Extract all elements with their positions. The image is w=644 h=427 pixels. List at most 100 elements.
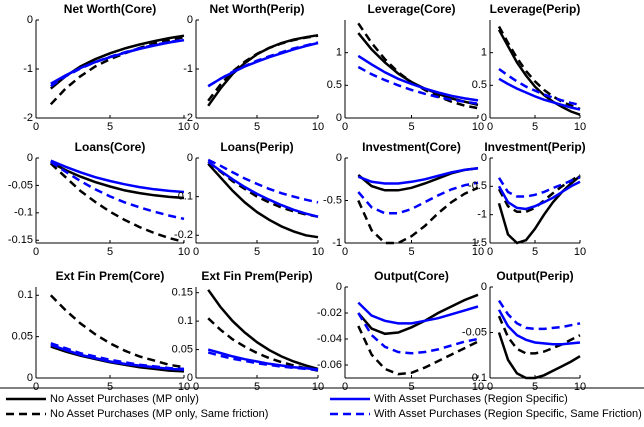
y-tick-label: 0.5: [472, 79, 487, 91]
x-tick-label: 5: [107, 381, 113, 393]
y-tick-label: 0.05: [12, 331, 33, 343]
y-tick-label: 0.1: [18, 289, 33, 301]
x-tick-label: 5: [254, 381, 260, 393]
y-tick-label: -1: [477, 209, 487, 221]
y-tick-label: -0.1: [14, 207, 33, 219]
x-tick-label: 0: [487, 246, 493, 258]
x-tick-label: 5: [408, 121, 414, 133]
x-tick-label: 10: [472, 246, 484, 258]
y-tick-label: -0.2: [174, 229, 193, 241]
series-line: [357, 54, 479, 102]
x-tick-label: 10: [312, 121, 324, 133]
series-line: [497, 332, 581, 380]
series-line: [357, 32, 479, 107]
series-line: [498, 77, 581, 111]
x-tick-label: 5: [408, 246, 414, 258]
y-tick-label: 0: [187, 372, 193, 384]
panel-title: Loans(Perip): [220, 140, 293, 154]
series-line: [49, 162, 185, 244]
y-tick-label: 0: [481, 112, 487, 124]
series-line: [207, 289, 319, 371]
y-tick-label: 0.5: [327, 79, 342, 91]
legend-label: No Asset Purchases (MP only, Same fricti…: [50, 408, 268, 420]
series-line: [497, 25, 581, 111]
x-tick-label: 5: [532, 381, 538, 393]
series-line: [50, 160, 185, 221]
y-tick-label: 0.05: [172, 343, 193, 355]
y-tick-label: 0: [187, 152, 193, 164]
series-line: [50, 159, 185, 194]
x-tick-label: 5: [532, 121, 538, 133]
panel-title: Investment(Core): [362, 140, 461, 154]
series-line: [50, 343, 185, 371]
series-line: [357, 22, 479, 110]
series-line: [207, 160, 319, 218]
y-tick-label: 0: [336, 112, 342, 124]
series-line: [49, 35, 185, 106]
series-line: [357, 293, 479, 336]
x-tick-label: 0: [33, 246, 39, 258]
y-tick-label: -0.06: [317, 359, 342, 371]
x-tick-label: 0: [33, 381, 39, 393]
y-tick-label: 0: [27, 372, 33, 384]
x-tick-label: 10: [574, 121, 586, 133]
y-tick-label: -0.15: [8, 234, 33, 246]
panel-title: Net Worth(Core): [64, 2, 156, 16]
series-line: [357, 312, 479, 355]
y-tick-label: 0: [336, 281, 342, 293]
x-tick-label: 0: [487, 381, 493, 393]
legend-label: With Asset Purchases (Region Specific): [374, 393, 568, 405]
series-line: [207, 34, 319, 102]
series-line: [497, 29, 581, 116]
series-line: [357, 186, 479, 245]
series-line: [50, 38, 185, 85]
series-line: [497, 299, 581, 331]
y-tick-label: 0: [27, 14, 33, 26]
y-tick-label: -2: [23, 112, 33, 124]
series-line: [207, 162, 319, 239]
panel-title: Net Worth(Perip): [209, 2, 304, 16]
x-tick-label: 10: [178, 121, 190, 133]
y-tick-label: -0.04: [317, 333, 342, 345]
x-tick-label: 5: [107, 246, 113, 258]
x-tick-label: 5: [254, 246, 260, 258]
y-tick-label: 0.1: [178, 315, 193, 327]
series-line: [357, 301, 479, 325]
series-line: [357, 65, 479, 105]
y-tick-label: -0.5: [323, 194, 342, 206]
x-tick-label: 10: [178, 246, 190, 258]
x-tick-label: 5: [532, 246, 538, 258]
x-tick-label: 10: [574, 246, 586, 258]
y-tick-label: -0.1: [174, 191, 193, 203]
x-tick-label: 5: [107, 121, 113, 133]
series-line: [207, 158, 319, 204]
x-tick-label: 10: [472, 121, 484, 133]
x-tick-label: 10: [574, 381, 586, 393]
y-tick-label: -1: [183, 63, 193, 75]
panel-title: Leverage(Perip): [490, 2, 581, 16]
series-line: [497, 176, 581, 198]
series-line: [497, 309, 581, 346]
y-tick-label: -0.5: [468, 180, 487, 192]
x-tick-label: 10: [178, 381, 190, 393]
x-tick-label: 0: [342, 246, 348, 258]
series-line: [498, 67, 581, 107]
series-line: [207, 160, 319, 218]
x-tick-label: 5: [254, 121, 260, 133]
series-line: [50, 38, 185, 88]
panel-title: Ext Fin Prem(Perip): [201, 269, 312, 283]
x-tick-label: 0: [487, 121, 493, 133]
series-line: [357, 181, 479, 215]
x-tick-label: 0: [193, 246, 199, 258]
legend-label: With Asset Purchases (Region Specific, S…: [374, 408, 642, 420]
series-line: [497, 175, 581, 245]
y-tick-label: 0: [336, 152, 342, 164]
panel-title: Ext Fin Prem(Core): [56, 269, 165, 283]
y-tick-label: -0.02: [317, 307, 342, 319]
y-tick-label: 0: [187, 14, 193, 26]
x-tick-label: 0: [342, 381, 348, 393]
x-tick-label: 0: [193, 121, 199, 133]
y-tick-label: 0: [481, 152, 487, 164]
